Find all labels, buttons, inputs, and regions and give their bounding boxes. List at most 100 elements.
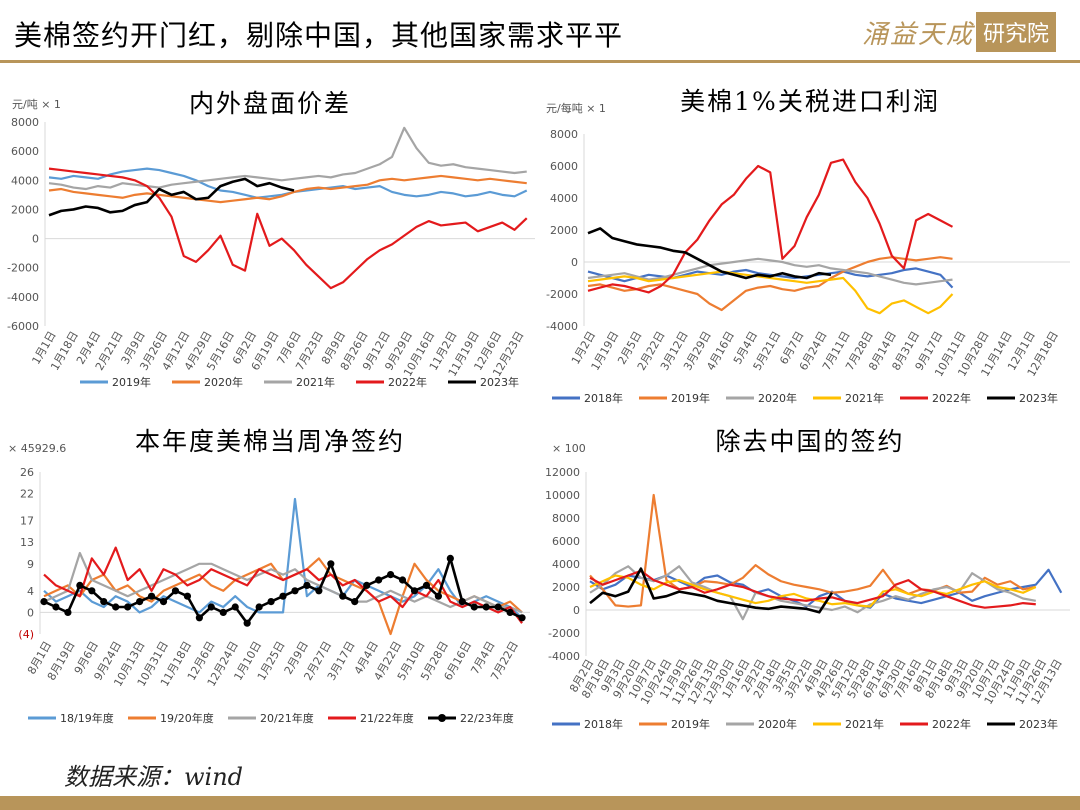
- unit-label: × 45929.6: [8, 442, 66, 455]
- data-point: [386, 571, 395, 579]
- header-divider: [0, 60, 1080, 63]
- legend-marker: [438, 714, 446, 722]
- legend-label: 22/23年度: [460, 711, 514, 725]
- y-tick-label: 4000: [552, 558, 580, 571]
- series-line: [48, 126, 527, 191]
- legend-item: 2021年: [264, 375, 335, 389]
- series-2022年: [589, 569, 1036, 609]
- series-2018年: [589, 568, 1063, 609]
- chart-title: 除去中国的签约: [715, 427, 904, 456]
- logo-text: 涌益天成: [861, 19, 974, 50]
- y-tick-label: 8000: [552, 512, 580, 525]
- y-tick-label: 6000: [552, 535, 580, 548]
- data-point: [494, 603, 502, 611]
- series-line: [587, 257, 953, 286]
- data-point: [327, 560, 335, 568]
- y-tick-label: 8000: [11, 116, 39, 129]
- legend-item: 18/19年度: [28, 711, 114, 725]
- legend-label: 2019年: [671, 717, 710, 731]
- legend-label: 20/21年度: [260, 711, 314, 725]
- series-line: [587, 270, 954, 315]
- data-point: [470, 603, 478, 611]
- series-2023年: [587, 227, 832, 280]
- legend-label: 2018年: [584, 391, 623, 405]
- series-2023年: [589, 567, 834, 614]
- series-2020年: [48, 174, 527, 204]
- data-point: [398, 576, 407, 584]
- y-tick-label: 0: [571, 256, 578, 269]
- unit-label: × 100: [552, 442, 586, 455]
- chart-title: 本年度美棉当周净签约: [135, 427, 405, 456]
- data-point: [446, 554, 454, 562]
- y-tick-label: -2000: [546, 288, 578, 301]
- y-tick-label: 0: [32, 233, 39, 246]
- y-tick-label: 13: [20, 536, 34, 549]
- y-tick-label: -2000: [548, 627, 580, 640]
- y-tick-label: -4000: [548, 650, 580, 663]
- logo-badge: 研究院: [975, 12, 1056, 52]
- y-tick-label: -4000: [7, 291, 39, 304]
- legend-label: 2021年: [845, 717, 884, 731]
- data-point: [482, 603, 490, 611]
- series-line: [587, 256, 953, 312]
- series-2019年: [589, 493, 1036, 608]
- legend-item: 21/22年度: [328, 711, 414, 725]
- data-point: [434, 592, 442, 600]
- series-line: [48, 167, 528, 290]
- unit-label: 元/每吨 × 1: [546, 101, 606, 115]
- series-2019年: [587, 256, 953, 312]
- legend-label: 2023年: [1019, 391, 1058, 405]
- data-point: [506, 608, 514, 616]
- legend-item: 2019年: [80, 375, 151, 389]
- data-point: [112, 603, 120, 611]
- data-point: [219, 608, 227, 616]
- y-tick-label: 4000: [550, 192, 578, 205]
- chart-title: 美棉1%关税进口利润: [680, 87, 940, 116]
- data-point: [458, 598, 466, 606]
- y-tick-label: 4000: [11, 174, 39, 187]
- y-tick-label: 9: [27, 558, 34, 571]
- y-tick-label: 17: [20, 515, 34, 528]
- series-22/23年度: [40, 554, 526, 627]
- data-point: [124, 603, 132, 611]
- y-tick-label: 2000: [550, 224, 578, 237]
- y-tick-label: 12000: [545, 466, 580, 479]
- data-point: [243, 619, 251, 627]
- series-2023年: [48, 177, 295, 217]
- legend-label: 2020年: [758, 391, 797, 405]
- data-point: [88, 587, 96, 595]
- legend-label: 2023年: [480, 375, 519, 389]
- series-2022年: [587, 158, 954, 294]
- legend-item: 22/23年度: [428, 711, 514, 725]
- legend-label: 18/19年度: [60, 711, 114, 725]
- series-line: [587, 158, 954, 294]
- data-point: [339, 592, 347, 600]
- data-point: [279, 592, 287, 600]
- data-point: [303, 581, 311, 589]
- series-line: [589, 569, 1036, 609]
- y-tick-label: 6000: [550, 160, 578, 173]
- series-2022年: [48, 167, 528, 290]
- series-line: [589, 568, 1063, 609]
- y-tick-label: 4: [27, 585, 34, 598]
- series-line: [48, 174, 527, 204]
- legend-item: 2021年: [813, 717, 884, 731]
- legend-label: 2022年: [388, 375, 427, 389]
- data-point: [147, 592, 156, 600]
- series-2021年: [587, 270, 954, 315]
- data-point: [375, 576, 383, 584]
- legend-label: 2020年: [204, 375, 243, 389]
- legend-item: 2022年: [900, 717, 971, 731]
- legend-item: 2020年: [726, 391, 797, 405]
- series-line: [589, 493, 1036, 608]
- page-title: 美棉签约开门红，剔除中国，其他国家需求平平: [14, 19, 624, 52]
- y-tick-label: (4): [18, 628, 34, 641]
- legend-item: 2020年: [172, 375, 243, 389]
- chart-weekly-net-sales: 本年度美棉当周净签约× 45929.626221713940(4)8月1日8月1…: [8, 427, 530, 725]
- legend-item: 2023年: [987, 391, 1058, 405]
- data-point: [100, 598, 108, 606]
- legend-label: 19/20年度: [160, 711, 214, 725]
- footer-bar: [0, 796, 1080, 810]
- y-tick-label: 26: [20, 466, 34, 479]
- data-point: [422, 581, 431, 589]
